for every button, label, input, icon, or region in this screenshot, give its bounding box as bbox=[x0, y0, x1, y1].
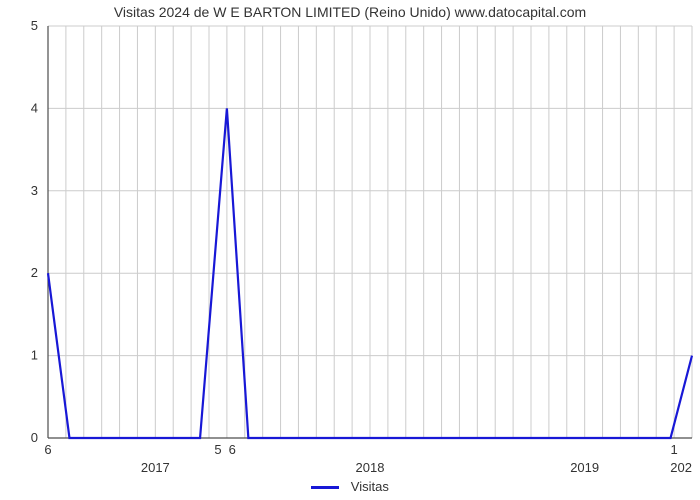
line-chart: Visitas 2024 de W E BARTON LIMITED (Rein… bbox=[0, 0, 700, 500]
svg-text:6: 6 bbox=[44, 442, 51, 457]
svg-text:1: 1 bbox=[670, 442, 677, 457]
chart-legend: Visitas bbox=[0, 479, 700, 494]
svg-text:4: 4 bbox=[31, 100, 38, 115]
svg-text:2017: 2017 bbox=[141, 460, 170, 475]
svg-text:0: 0 bbox=[31, 430, 38, 445]
svg-text:5: 5 bbox=[31, 18, 38, 33]
legend-swatch bbox=[311, 486, 339, 489]
svg-text:6: 6 bbox=[229, 442, 236, 457]
svg-text:2018: 2018 bbox=[356, 460, 385, 475]
legend-label: Visitas bbox=[351, 479, 389, 494]
chart-title: Visitas 2024 de W E BARTON LIMITED (Rein… bbox=[0, 4, 700, 20]
svg-text:2: 2 bbox=[31, 265, 38, 280]
chart-canvas: 0123456561201720182019202 bbox=[0, 0, 700, 500]
svg-text:1: 1 bbox=[31, 348, 38, 363]
svg-text:202: 202 bbox=[670, 460, 692, 475]
svg-text:2019: 2019 bbox=[570, 460, 599, 475]
svg-text:3: 3 bbox=[31, 183, 38, 198]
svg-text:5: 5 bbox=[214, 442, 221, 457]
